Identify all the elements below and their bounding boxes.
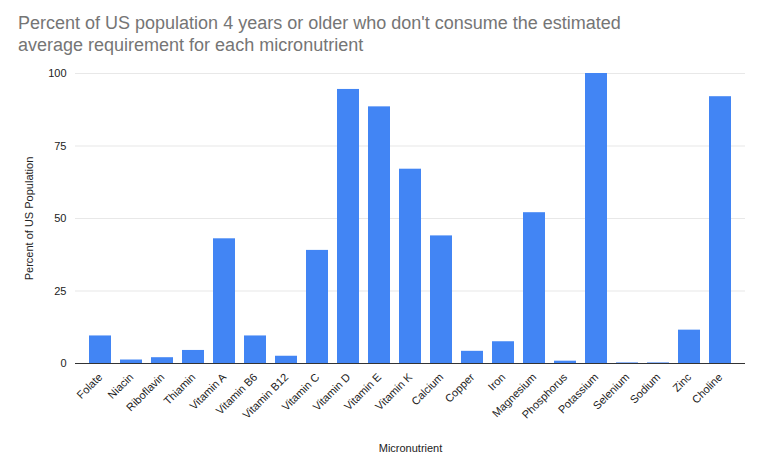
svg-text:Vitamin D: Vitamin D xyxy=(310,370,353,413)
svg-text:Potassium: Potassium xyxy=(556,371,601,416)
svg-text:0: 0 xyxy=(60,357,66,369)
svg-text:Selenium: Selenium xyxy=(590,371,631,412)
svg-text:Copper: Copper xyxy=(442,371,476,405)
svg-text:50: 50 xyxy=(54,212,66,224)
svg-text:Micronutrient: Micronutrient xyxy=(379,442,443,454)
svg-text:25: 25 xyxy=(54,285,66,297)
svg-text:Percent of US Population: Percent of US Population xyxy=(23,157,35,281)
svg-text:Thiamin: Thiamin xyxy=(161,370,198,407)
svg-text:Vitamin B6: Vitamin B6 xyxy=(213,370,260,417)
svg-text:Choline: Choline xyxy=(690,371,725,406)
svg-text:Vitamin E: Vitamin E xyxy=(341,370,384,413)
svg-text:Phosphorus: Phosphorus xyxy=(519,370,570,421)
svg-text:Magnesium: Magnesium xyxy=(489,370,539,420)
svg-text:Vitamin K: Vitamin K xyxy=(373,370,415,412)
svg-text:75: 75 xyxy=(54,140,66,152)
svg-text:Riboflavin: Riboflavin xyxy=(124,371,167,414)
svg-text:Zinc: Zinc xyxy=(670,370,694,394)
svg-text:Vitamin C: Vitamin C xyxy=(279,370,322,413)
svg-text:Vitamin A: Vitamin A xyxy=(187,370,229,412)
svg-text:Vitamin B12: Vitamin B12 xyxy=(240,371,290,421)
svg-text:Sodium: Sodium xyxy=(628,371,663,406)
svg-text:100: 100 xyxy=(48,67,66,79)
svg-text:Calcium: Calcium xyxy=(409,371,446,408)
svg-text:Folate: Folate xyxy=(74,371,104,401)
svg-text:Iron: Iron xyxy=(486,371,508,393)
svg-text:Niacin: Niacin xyxy=(105,371,135,401)
html-text:Percent of US population 4 yea: Percent of US population 4 years or olde… xyxy=(18,13,621,55)
